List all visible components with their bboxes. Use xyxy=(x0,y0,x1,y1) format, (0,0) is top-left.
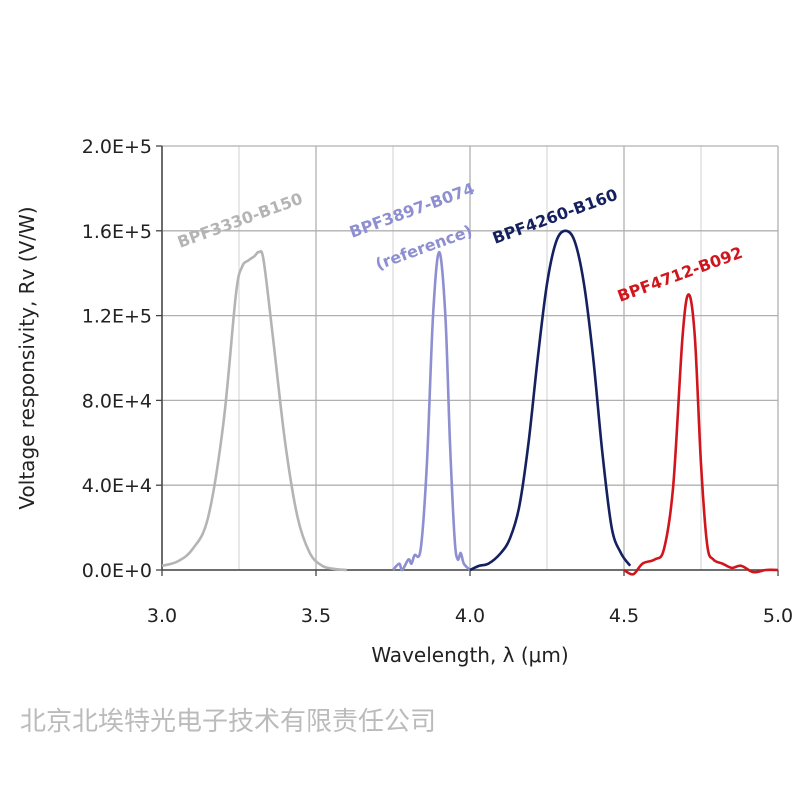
series-labels: BPF3330-B150 BPF3897-B074 (reference) BP… xyxy=(175,179,745,306)
y-axis-title: Voltage responsivity, Rv (V/W) xyxy=(15,206,39,509)
series-line-bpf3330-b150 xyxy=(161,249,347,572)
y-tick-label: 1.6E+5 xyxy=(82,221,152,243)
x-tick-label: 4.0 xyxy=(455,605,485,627)
series-line-bpf4712-b092 xyxy=(623,293,779,576)
y-tick-label: 4.0E+4 xyxy=(82,475,152,497)
x-tick-label: 4.5 xyxy=(609,605,639,627)
x-tick-label: 3.5 xyxy=(301,605,331,627)
y-tick-label: 1.2E+5 xyxy=(82,306,152,328)
tick-labels: 0.0E+0 4.0E+4 8.0E+4 1.2E+5 1.6E+5 2.0E+5 3.0 3… xyxy=(82,136,793,627)
series-label-bpf3330: BPF3330-B150 xyxy=(175,189,305,252)
x-tick-label: 5.0 xyxy=(763,605,793,627)
series-label-bpf4260: BPF4260-B160 xyxy=(490,185,620,248)
x-tick-label: 3.0 xyxy=(147,605,177,627)
y-tick-label: 8.0E+4 xyxy=(82,390,152,412)
y-tick-label: 2.0E+5 xyxy=(82,136,152,158)
series-line-bpf3897-b074 xyxy=(392,250,471,572)
series-label-bpf4712: BPF4712-B092 xyxy=(615,243,745,306)
x-axis-title: Wavelength, λ (μm) xyxy=(371,643,568,667)
series-curves xyxy=(161,229,779,576)
watermark: 北京北埃特光电子技术有限责任公司 xyxy=(20,707,436,737)
y-tick-label: 0.0E+0 xyxy=(82,560,152,582)
series-line-bpf4260-b160 xyxy=(469,229,632,572)
grid xyxy=(156,145,779,576)
